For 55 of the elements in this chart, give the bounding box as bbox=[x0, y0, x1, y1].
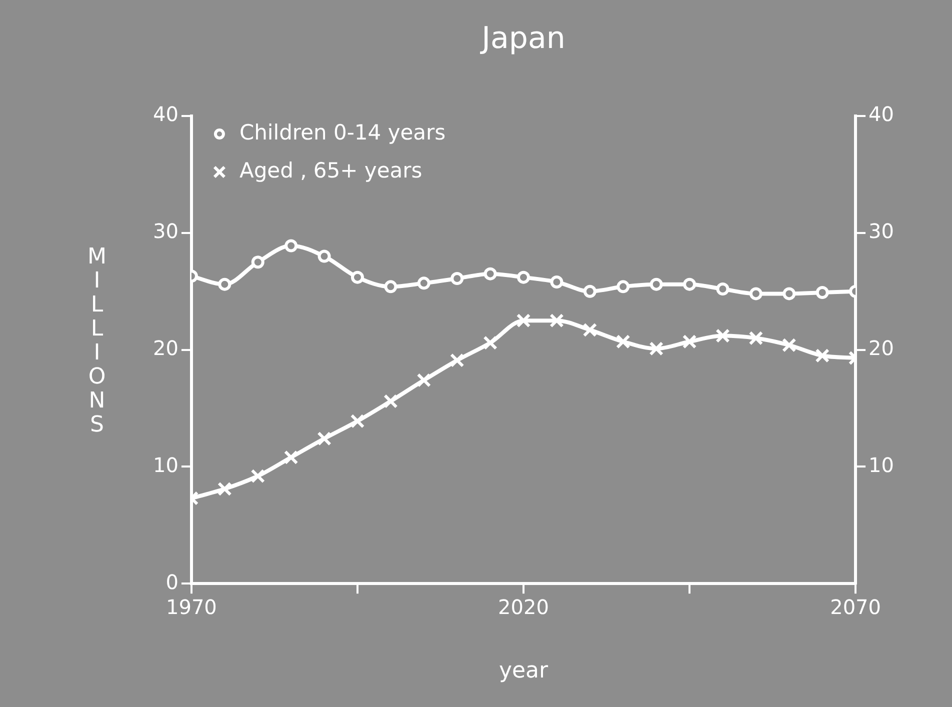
point bbox=[250, 468, 266, 484]
point bbox=[450, 272, 464, 285]
point bbox=[384, 394, 398, 408]
point bbox=[284, 239, 298, 252]
y-tick-label: 30 bbox=[152, 219, 178, 244]
point bbox=[484, 267, 497, 280]
point bbox=[516, 313, 531, 328]
point bbox=[650, 278, 663, 291]
point bbox=[350, 270, 364, 284]
point bbox=[251, 256, 264, 269]
point bbox=[682, 334, 697, 349]
point bbox=[748, 330, 764, 346]
y-axis-title: MILLIONS bbox=[88, 244, 106, 438]
point bbox=[417, 276, 430, 290]
y-tick-label: 10 bbox=[152, 452, 178, 477]
y-tick-label: 40 bbox=[152, 102, 178, 126]
y2-tick-label: 20 bbox=[868, 336, 894, 360]
x-tick-label: 2070 bbox=[830, 594, 882, 619]
point bbox=[683, 278, 696, 291]
point bbox=[649, 341, 664, 356]
y2-tick-label: 10 bbox=[868, 452, 894, 477]
point bbox=[350, 414, 365, 428]
point bbox=[416, 373, 432, 388]
x-tick-label: 1970 bbox=[166, 594, 217, 619]
point bbox=[716, 328, 730, 343]
point bbox=[517, 270, 530, 284]
point bbox=[384, 280, 398, 294]
y-tick-label: 20 bbox=[152, 336, 178, 360]
point bbox=[218, 482, 232, 496]
point bbox=[583, 284, 596, 298]
point bbox=[582, 322, 598, 338]
legend-label: Aged , 65+ years bbox=[239, 158, 422, 182]
point bbox=[815, 348, 830, 363]
legend-label: Children 0-14 years bbox=[239, 120, 446, 144]
y-tick-label: 0 bbox=[166, 570, 178, 594]
point bbox=[782, 338, 796, 352]
chart-title: Japan bbox=[480, 20, 566, 56]
point bbox=[616, 334, 630, 349]
point bbox=[218, 278, 232, 291]
x-axis-title: year bbox=[498, 658, 549, 684]
point bbox=[616, 280, 630, 294]
point bbox=[284, 450, 298, 465]
x-tick-label: 2020 bbox=[498, 594, 549, 619]
point bbox=[749, 287, 762, 300]
y2-tick-label: 30 bbox=[868, 219, 894, 244]
point bbox=[317, 431, 332, 446]
point bbox=[816, 286, 829, 300]
point bbox=[716, 282, 730, 296]
point bbox=[782, 287, 796, 300]
point bbox=[450, 353, 464, 368]
point bbox=[483, 336, 498, 350]
point bbox=[550, 313, 564, 328]
point bbox=[318, 250, 331, 263]
point bbox=[550, 276, 564, 288]
y2-tick-label: 40 bbox=[868, 102, 894, 126]
